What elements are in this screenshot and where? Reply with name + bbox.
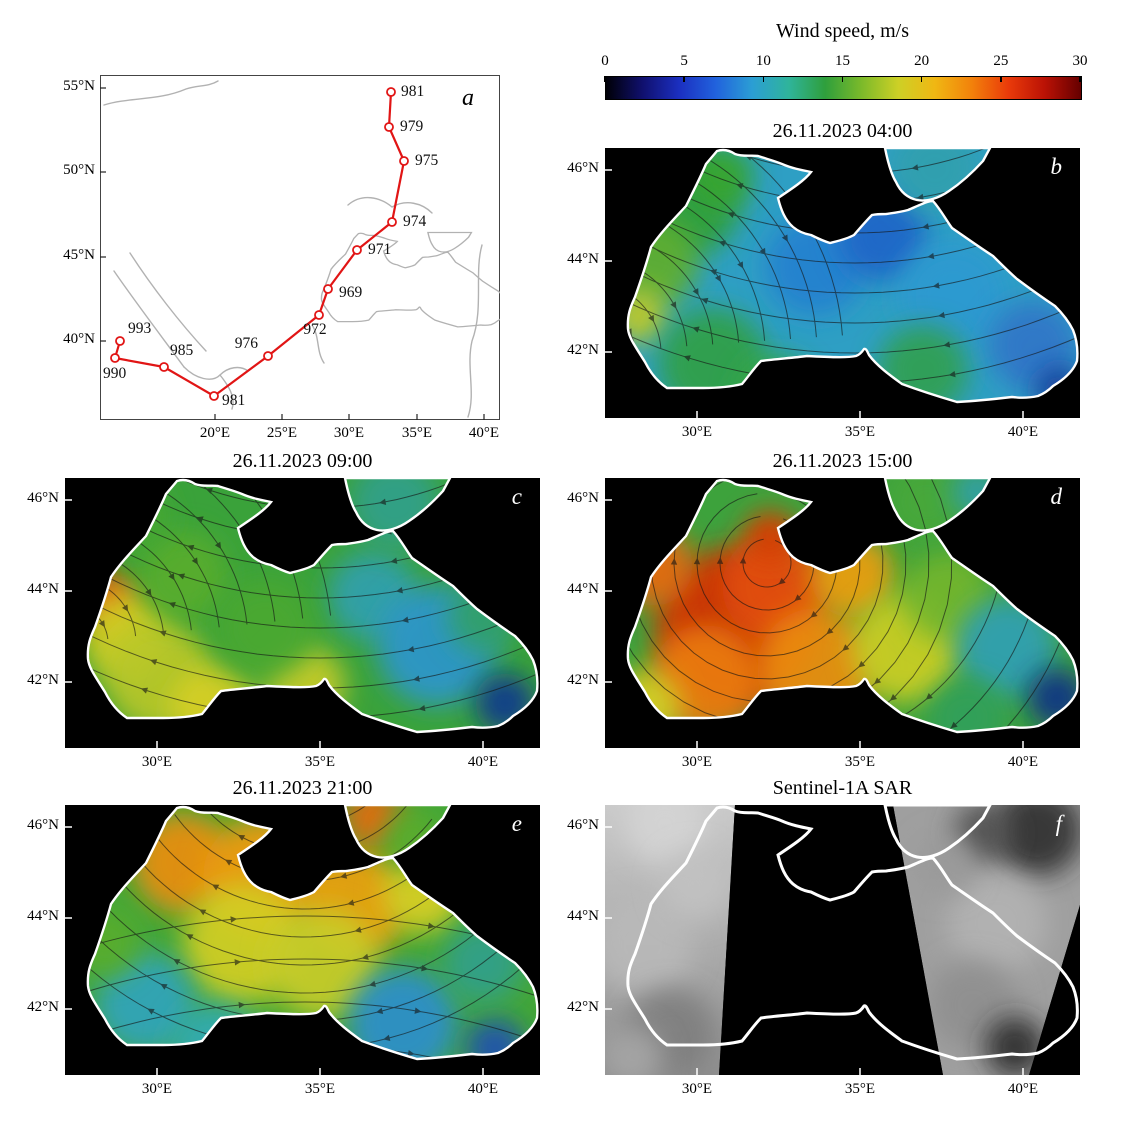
pressure-label: 976 <box>235 335 259 352</box>
lat-tick-label: 42°N <box>567 672 599 688</box>
sar-image-panel: Sentinel-1A SAR f 46°N 44°N 42°N 30°E 35°E 40… <box>550 775 1121 1105</box>
panel-letter-f: f <box>1055 811 1062 836</box>
colorbar-tick-label: 0 <box>601 53 609 69</box>
lon-tick-label: 30°E <box>681 754 713 770</box>
lon-tick-label: 40°E <box>467 754 499 770</box>
pressure-label: 971 <box>368 241 391 258</box>
lat-tick-label: 44°N <box>27 908 59 924</box>
pressure-label: 969 <box>339 284 363 301</box>
lon-tick-label: 35°E <box>844 754 876 770</box>
pressure-label: 972 <box>303 321 326 338</box>
wind-map-panel-b: 26.11.2023 04:00 b 46°N 44°N 42°N 30°E 35°E 4… <box>550 118 1121 448</box>
lat-tick-label: 42°N <box>27 672 59 688</box>
pressure-label: 993 <box>128 320 152 337</box>
wind-map-plot: e <box>65 805 540 1075</box>
colorbar-tick-label: 15 <box>835 53 850 69</box>
lon-tick-label: 40°E <box>467 1081 499 1097</box>
pressure-label: 981 <box>222 392 245 409</box>
panel-title: 26.11.2023 15:00 <box>772 450 913 472</box>
wind-map-svg <box>605 478 1080 748</box>
colorbar-tick-label: 5 <box>680 53 688 69</box>
sar-image-svg <box>605 805 1080 1075</box>
colorbar-tick-mark <box>841 76 844 82</box>
colorbar-tick-label: 30 <box>1072 53 1088 69</box>
pressure-label: 975 <box>415 152 439 169</box>
panel-letter-e: e <box>511 811 522 836</box>
lon-tick-label: 30°E <box>333 425 365 441</box>
colorbar-tick-label: 25 <box>993 53 1009 69</box>
lon-tick-label: 30°E <box>141 1081 173 1097</box>
lon-tick-label: 35°E <box>304 1081 336 1097</box>
colorbar-tick-mark <box>762 76 765 82</box>
wind-map-svg <box>605 148 1080 418</box>
colorbar: Wind speed, m/s 0 5 10 15 20 25 30 <box>550 20 1121 110</box>
lon-tick-label: 25°E <box>266 425 298 441</box>
lon-tick-label: 35°E <box>401 425 433 441</box>
panel-title: 26.11.2023 21:00 <box>232 777 373 799</box>
lat-tick-label: 42°N <box>27 999 59 1015</box>
lon-tick-label: 20°E <box>199 425 231 441</box>
lat-tick-label: 44°N <box>27 581 59 597</box>
panel-title: Sentinel-1A SAR <box>772 777 913 799</box>
wind-map-panel-d: 26.11.2023 15:00 d 46°N 44°N 42°N 30°E 35°E 4… <box>550 448 1121 778</box>
wind-map-panel-c: 26.11.2023 09:00 c 46°N 44°N 42°N 30°E 35°E 4… <box>10 448 581 778</box>
pressure-label: 985 <box>170 342 194 359</box>
lat-tick-label: 42°N <box>567 999 599 1015</box>
lon-tick-label: 40°E <box>1007 754 1039 770</box>
lat-tick-label: 44°N <box>567 908 599 924</box>
panel-letter-d: d <box>1050 484 1063 509</box>
lon-tick-label: 40°E <box>468 425 500 441</box>
colorbar-tick-mark <box>1000 76 1002 82</box>
panel-letter-b: b <box>1050 154 1063 179</box>
lon-tick-label: 35°E <box>844 424 876 440</box>
colorbar-tick-mark <box>920 76 923 82</box>
lon-tick-label: 35°E <box>304 754 336 770</box>
lat-tick-label: 44°N <box>567 251 599 267</box>
panel-title: 26.11.2023 09:00 <box>232 450 373 472</box>
colorbar-tick-mark <box>604 76 606 82</box>
lat-tick-label: 50°N <box>63 162 95 178</box>
pressure-label: 974 <box>403 213 427 230</box>
colorbar-tick-label: 20 <box>914 53 930 69</box>
colorbar-title: Wind speed, m/s <box>775 20 910 42</box>
pressure-label: 979 <box>400 118 424 135</box>
wind-map-svg <box>65 478 540 748</box>
colorbar-tick-mark <box>1079 76 1081 82</box>
lat-tick-label: 46°N <box>567 160 599 176</box>
lat-tick-label: 46°N <box>567 817 599 833</box>
colorbar-tick-mark <box>683 76 685 82</box>
lon-tick-label: 30°E <box>141 754 173 770</box>
colorbar-gradient-bar <box>605 76 1082 100</box>
track-map-svg: 993 990 985 981 976 972 969 971 974 975 979 981 <box>100 75 500 420</box>
pressure-label: 981 <box>401 83 424 100</box>
lat-tick-label: 55°N <box>63 78 95 94</box>
lat-tick-label: 42°N <box>567 342 599 358</box>
wind-map-svg <box>65 805 540 1075</box>
panel-letter-a: a <box>462 85 474 111</box>
lon-tick-label: 30°E <box>681 424 713 440</box>
lon-tick-label: 30°E <box>681 1081 713 1097</box>
colorbar-tick-label: 10 <box>755 53 771 69</box>
lat-tick-label: 46°N <box>27 817 59 833</box>
lat-tick-label: 44°N <box>567 581 599 597</box>
track-map-plot: 993 990 985 981 976 972 969 971 974 975 979 981 a <box>100 75 500 420</box>
lat-tick-label: 40°N <box>63 331 95 347</box>
wind-map-plot: b <box>605 148 1080 418</box>
panel-title: 26.11.2023 04:00 <box>772 120 913 142</box>
sar-plot: f <box>605 805 1080 1075</box>
lon-tick-label: 40°E <box>1007 424 1039 440</box>
lat-tick-label: 45°N <box>63 247 95 263</box>
panel-letter-c: c <box>511 484 522 509</box>
pressure-label: 990 <box>103 365 127 382</box>
lat-tick-label: 46°N <box>27 490 59 506</box>
wind-map-plot: c <box>65 478 540 748</box>
cyclone-track-panel: 993 990 985 981 976 972 969 971 974 975 979 981 a 5… <box>45 68 515 468</box>
wind-map-panel-e: 26.11.2023 21:00 e 46°N 44°N 42°N 30°E 35°E 4… <box>10 775 581 1105</box>
wind-map-plot: d <box>605 478 1080 748</box>
lon-tick-label: 35°E <box>844 1081 876 1097</box>
lat-tick-label: 46°N <box>567 490 599 506</box>
lon-tick-label: 40°E <box>1007 1081 1039 1097</box>
